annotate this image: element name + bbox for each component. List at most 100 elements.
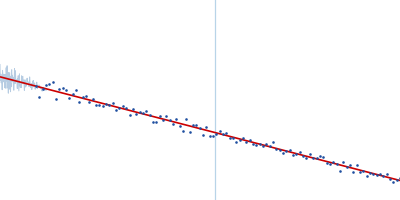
Point xyxy=(116,107,123,110)
Point xyxy=(206,134,213,137)
Point xyxy=(143,109,150,112)
Point xyxy=(343,165,350,168)
Point xyxy=(36,95,42,99)
Point xyxy=(103,102,109,105)
Point xyxy=(397,177,400,180)
Point xyxy=(394,178,400,181)
Point xyxy=(330,161,336,164)
Point xyxy=(186,130,193,134)
Point xyxy=(333,163,340,166)
Point xyxy=(183,117,190,120)
Point xyxy=(283,149,290,153)
Point xyxy=(360,170,366,173)
Point xyxy=(150,121,156,124)
Point xyxy=(166,118,173,122)
Point xyxy=(320,155,326,159)
Point xyxy=(40,87,46,91)
Point xyxy=(310,156,316,159)
Point xyxy=(230,136,236,139)
Point xyxy=(347,164,353,167)
Point xyxy=(210,135,216,138)
Point xyxy=(106,104,113,107)
Point xyxy=(293,152,300,155)
Point xyxy=(266,145,273,148)
Point xyxy=(120,104,126,107)
Point xyxy=(300,154,306,157)
Point xyxy=(66,97,72,100)
Point xyxy=(307,152,313,156)
Point xyxy=(350,170,356,174)
Point xyxy=(156,114,163,117)
Point xyxy=(353,164,360,167)
Point xyxy=(313,156,320,159)
Point xyxy=(357,170,363,174)
Point xyxy=(93,104,99,107)
Point xyxy=(130,108,136,111)
Point xyxy=(193,123,200,126)
Point xyxy=(340,160,346,163)
Point xyxy=(203,125,210,129)
Point xyxy=(327,162,333,166)
Point xyxy=(80,95,86,98)
Point xyxy=(133,112,139,115)
Point xyxy=(196,126,203,130)
Point xyxy=(123,106,129,109)
Point xyxy=(260,144,266,147)
Point xyxy=(73,88,79,92)
Point xyxy=(276,148,283,152)
Point xyxy=(176,124,183,128)
Point xyxy=(160,118,166,121)
Point xyxy=(83,94,89,97)
Point xyxy=(136,110,143,113)
Point xyxy=(86,101,93,104)
Point xyxy=(46,83,52,86)
Point xyxy=(297,151,303,154)
Point xyxy=(53,97,59,100)
Point xyxy=(273,148,280,151)
Point xyxy=(200,133,206,136)
Point xyxy=(180,129,186,132)
Point xyxy=(70,93,76,96)
Point xyxy=(56,87,62,90)
Point xyxy=(60,86,66,90)
Point xyxy=(216,130,223,133)
Point xyxy=(113,108,119,112)
Point xyxy=(126,113,133,116)
Point xyxy=(367,172,373,175)
Point xyxy=(190,123,196,126)
Point xyxy=(290,154,296,157)
Point xyxy=(220,132,226,135)
Point xyxy=(323,161,330,164)
Point xyxy=(243,140,250,143)
Point xyxy=(270,140,276,144)
Point xyxy=(374,173,380,177)
Point xyxy=(364,175,370,178)
Point xyxy=(153,120,160,123)
Point xyxy=(317,154,323,158)
Point xyxy=(387,178,393,181)
Point xyxy=(100,104,106,108)
Point xyxy=(43,84,49,87)
Point xyxy=(223,131,230,135)
Point xyxy=(286,148,293,151)
Point xyxy=(96,104,103,107)
Point xyxy=(163,115,170,118)
Point xyxy=(50,81,56,84)
Point xyxy=(280,152,286,155)
Point xyxy=(384,172,390,176)
Point xyxy=(233,140,240,143)
Point xyxy=(337,169,343,173)
Point xyxy=(256,142,263,146)
Point xyxy=(236,138,243,142)
Point xyxy=(33,84,39,88)
Point xyxy=(173,117,180,121)
Point xyxy=(76,101,83,104)
Point xyxy=(250,143,256,146)
Point xyxy=(380,174,386,178)
Point xyxy=(246,138,253,142)
Point xyxy=(140,111,146,114)
Point xyxy=(90,97,96,101)
Point xyxy=(253,144,260,147)
Point xyxy=(226,136,233,139)
Point xyxy=(170,122,176,126)
